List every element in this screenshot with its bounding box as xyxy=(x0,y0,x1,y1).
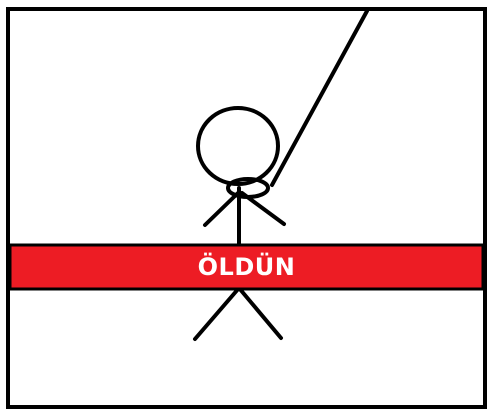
stickman-left-arm xyxy=(203,191,240,227)
stickman-head xyxy=(196,106,280,186)
stickman-left-leg xyxy=(193,286,241,341)
stickman-right-arm xyxy=(240,191,286,226)
game-frame-border xyxy=(6,7,487,409)
stickman-right-leg xyxy=(237,286,283,340)
rope xyxy=(270,9,369,187)
game-over-text: ÖLDÜN xyxy=(197,253,296,281)
game-over-banner xyxy=(8,243,485,291)
